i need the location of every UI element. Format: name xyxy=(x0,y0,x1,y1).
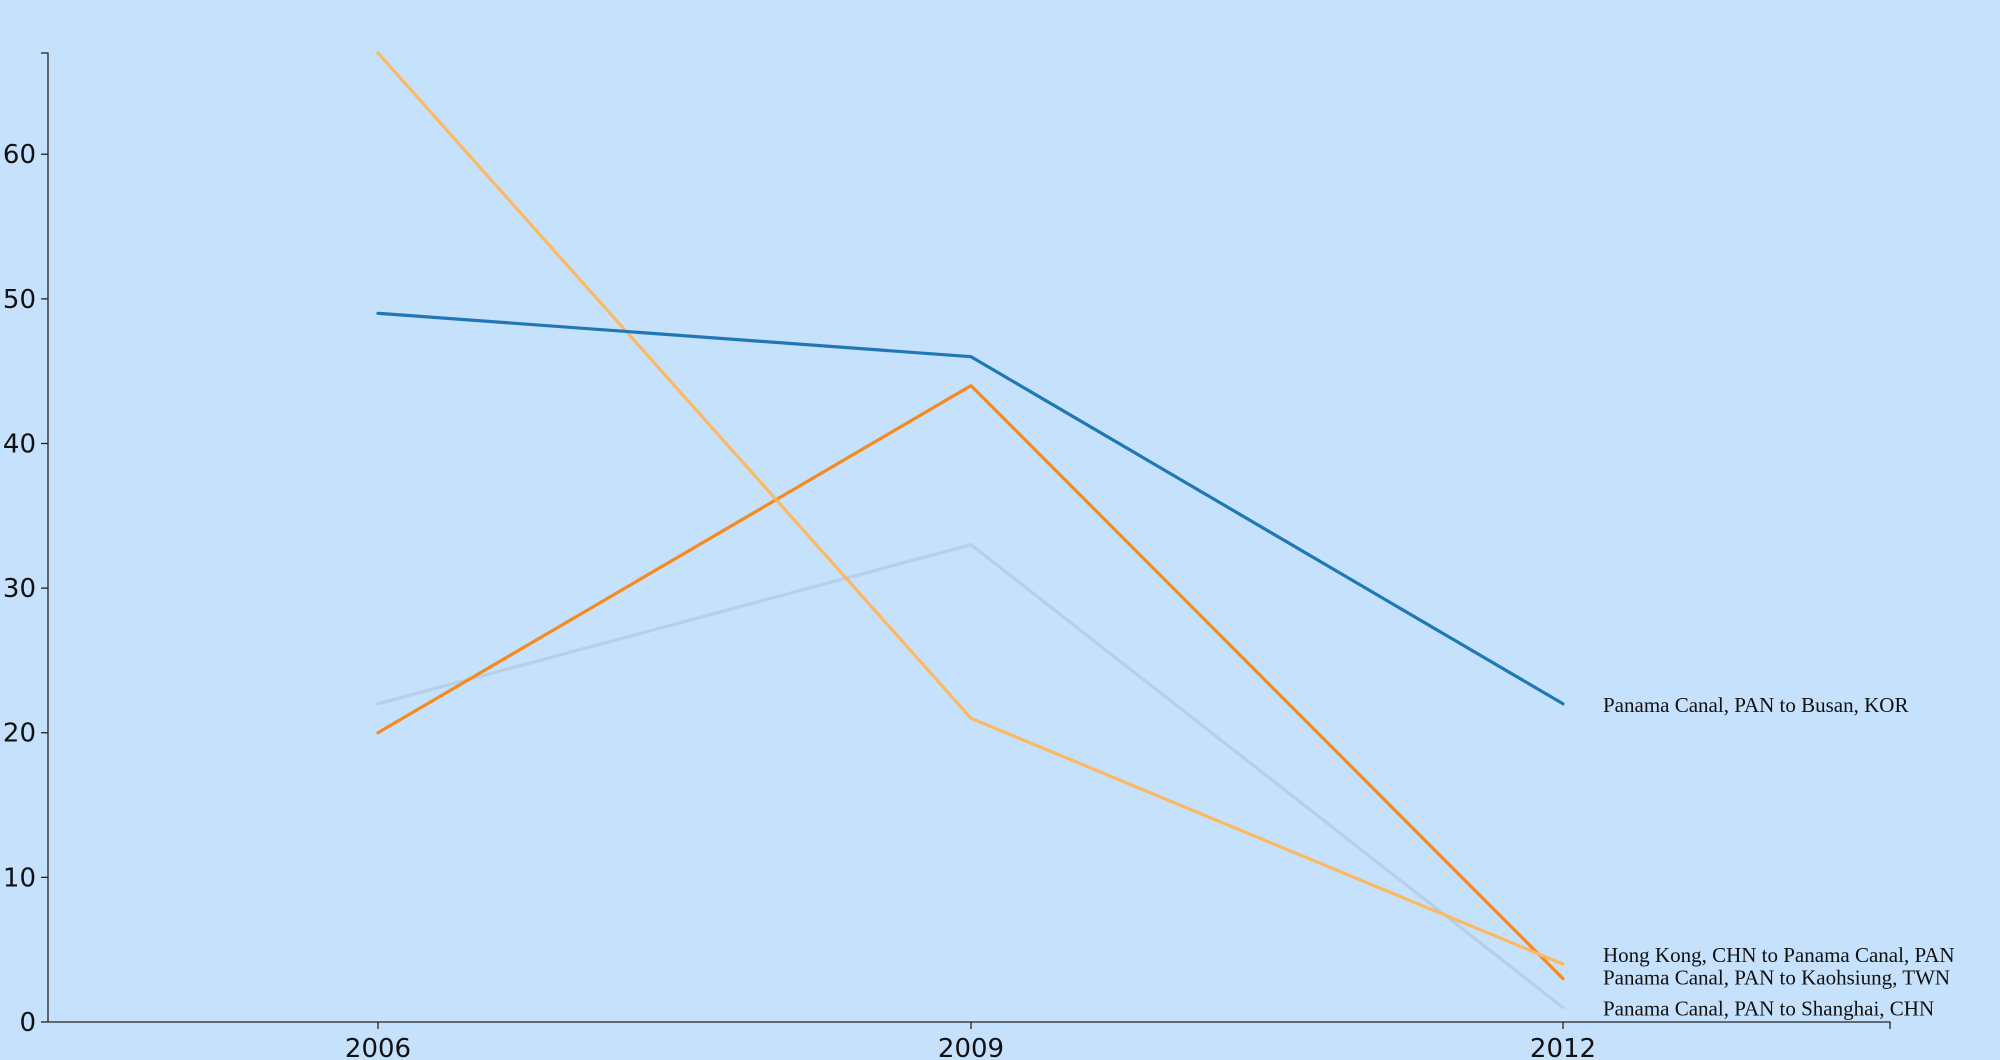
series-line xyxy=(376,384,1565,981)
series-line xyxy=(376,543,1565,1010)
y-tick-label: 50 xyxy=(3,285,36,315)
y-axis: 0 10 20 30 40 50 60 xyxy=(3,52,49,1038)
y-tick-label: 10 xyxy=(3,863,36,893)
series-labels: Panama Canal, PAN to Shanghai, CHN Panama… xyxy=(1603,693,1955,1021)
y-tick-label: 20 xyxy=(3,719,36,749)
series-line xyxy=(376,311,1565,706)
series-end-label: Panama Canal, PAN to Kaohsiung, TWN xyxy=(1603,966,1950,990)
series-line xyxy=(376,51,1565,966)
y-tick-label: 30 xyxy=(3,574,36,604)
series-layer xyxy=(376,51,1565,1010)
y-tick-label: 40 xyxy=(3,429,36,459)
x-axis-line xyxy=(48,1021,1891,1029)
x-axis: 2006 2009 2012 xyxy=(48,1021,1891,1060)
series-end-label: Panama Canal, PAN to Busan, KOR xyxy=(1603,693,1908,717)
y-tick-label: 0 xyxy=(19,1008,36,1038)
series-end-label: Hong Kong, CHN to Panama Canal, PAN xyxy=(1603,943,1955,967)
x-tick-label: 2006 xyxy=(345,1034,411,1060)
y-axis-line xyxy=(41,52,49,1022)
x-tick-label: 2012 xyxy=(1530,1034,1596,1060)
x-tick-label: 2009 xyxy=(938,1034,1004,1060)
series-end-label: Panama Canal, PAN to Shanghai, CHN xyxy=(1603,997,1934,1021)
y-tick-label: 60 xyxy=(3,140,36,170)
